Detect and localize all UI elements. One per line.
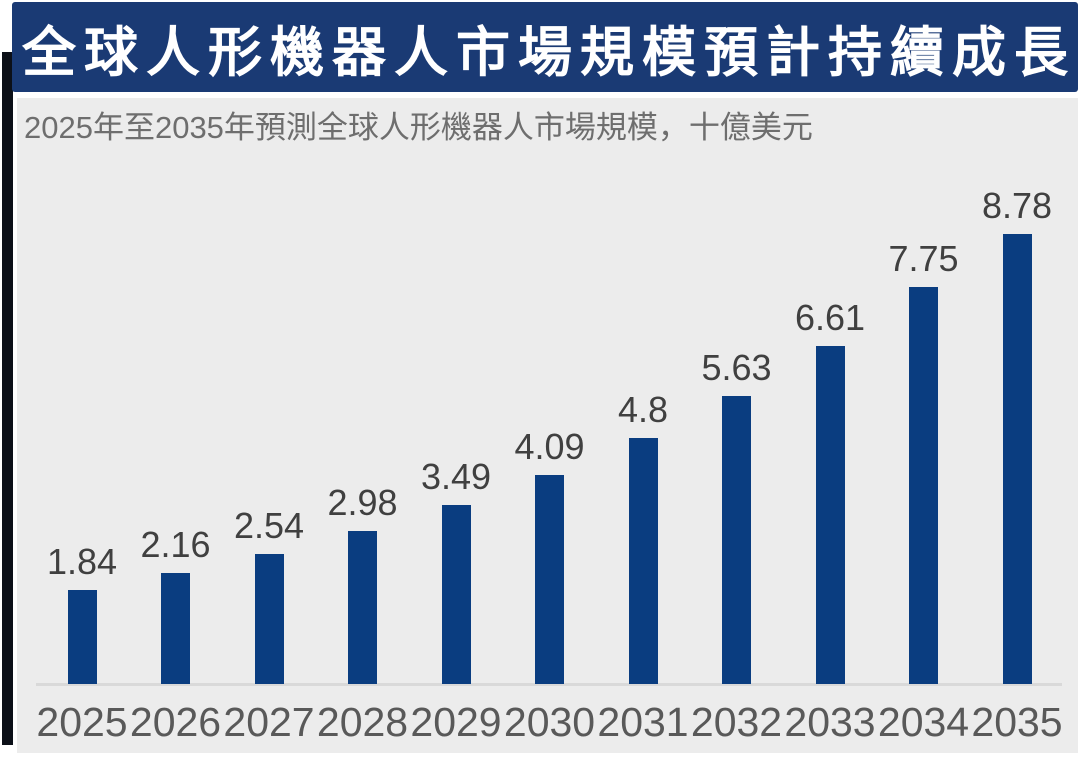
bar: [348, 531, 377, 684]
bar-value-label: 2.98: [327, 482, 398, 523]
x-axis-tick-label: 2032: [690, 699, 783, 745]
bar-column: 7.75: [864, 238, 984, 684]
bar-value-label: 6.61: [794, 297, 866, 338]
bar-value-label: 4.09: [514, 426, 585, 467]
bar-column: 1.84: [22, 541, 142, 684]
bar: [815, 346, 845, 684]
bar-column: 4.8: [583, 389, 703, 684]
bar-value-label: 2.54: [233, 505, 305, 546]
bar-value-label: 2.16: [140, 524, 211, 565]
bar: [628, 438, 658, 684]
bar: [441, 505, 471, 684]
bar-column: 3.49: [396, 456, 516, 684]
bar: [535, 475, 564, 684]
chart-title: 全球人形機器人市場規模預計持續成長: [22, 22, 1076, 83]
title-banner: 全球人形機器人市場規模預計持續成長: [12, 2, 1078, 92]
x-axis-tick-label: 2027: [223, 699, 315, 745]
bar: [67, 590, 97, 684]
x-axis-tick-label: 2035: [971, 699, 1063, 745]
bar-value-label: 7.75: [888, 238, 959, 279]
left-edge-strip: [2, 52, 13, 745]
x-axis-tick-label: 2031: [597, 699, 689, 745]
bar-column: 8.78: [957, 185, 1077, 684]
bar-value-label: 1.84: [46, 541, 118, 582]
x-axis-tick-label: 2026: [129, 699, 222, 745]
bar-column: 2.54: [209, 505, 329, 684]
bar-column: 2.16: [116, 524, 236, 684]
x-axis-tick-label: 2028: [316, 699, 409, 745]
x-axis-tick-label: 2025: [36, 699, 128, 745]
chart-subtitle: 2025年至2035年預測全球人形機器人市場規模，十億美元: [24, 110, 813, 145]
bar: [909, 287, 938, 684]
bar-column: 6.61: [770, 297, 890, 684]
x-axis-tick-label: 2033: [784, 699, 876, 745]
bar-chart: 1.84 2025 2.16 2026 2.54 2027 2.98 2028 3.49 2029…: [17, 98, 1078, 753]
bar: [722, 396, 751, 684]
x-axis-tick-label: 2030: [503, 699, 596, 745]
x-axis-tick-label: 2034: [877, 699, 970, 745]
bar-value-label: 3.49: [420, 456, 492, 497]
bar: [1002, 234, 1032, 684]
bar-column: 2.98: [303, 482, 423, 684]
bar: [254, 554, 284, 684]
bar-value-label: 4.8: [617, 389, 669, 430]
bar: [161, 573, 190, 684]
bar-value-label: 5.63: [701, 347, 772, 388]
chart-panel: 2025年至2035年預測全球人形機器人市場規模，十億美元 1.84 2025 2.…: [17, 98, 1078, 753]
bar-value-label: 8.78: [981, 185, 1053, 226]
x-axis-tick-label: 2029: [410, 699, 502, 745]
x-axis-line: [36, 683, 1062, 686]
bar-column: 4.09: [490, 426, 610, 684]
bar-column: 5.63: [677, 347, 797, 684]
